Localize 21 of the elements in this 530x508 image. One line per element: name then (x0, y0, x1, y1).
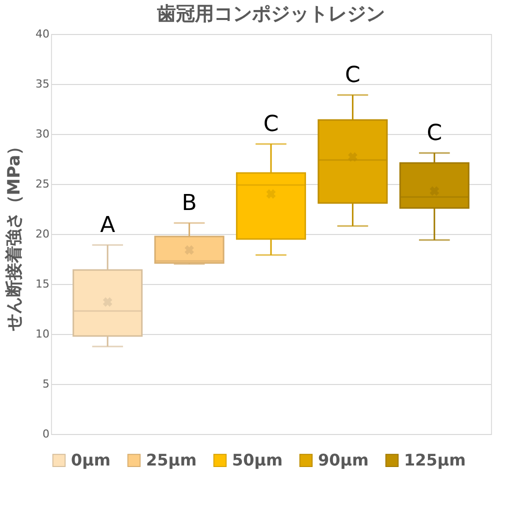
annotation: C (263, 112, 279, 137)
y-tick-label: 25 (36, 178, 50, 190)
y-tick-label: 5 (42, 378, 50, 390)
legend-label: 50μm (232, 450, 283, 470)
legend-label: 0μm (71, 450, 111, 470)
chart-title: 歯冠用コンポジットレジン (156, 3, 385, 25)
y-tick-label: 0 (42, 428, 50, 440)
annotation: C (345, 63, 360, 88)
y-tick-label: 15 (36, 278, 50, 290)
legend-label: 125μm (404, 450, 466, 470)
y-tick-label: 10 (36, 328, 50, 340)
y-tick-label: 20 (36, 228, 50, 240)
y-axis-title: せん断接着強さ（MPa） (4, 138, 25, 332)
annotation: B (182, 191, 197, 216)
legend-label: 25μm (146, 450, 197, 470)
annotation: C (426, 121, 442, 146)
annotation: A (100, 213, 116, 238)
y-tick-label: 30 (36, 128, 50, 140)
y-tick-label: 35 (36, 78, 50, 90)
legend-label: 90μm (318, 450, 369, 470)
y-tick-label: 40 (36, 28, 50, 40)
